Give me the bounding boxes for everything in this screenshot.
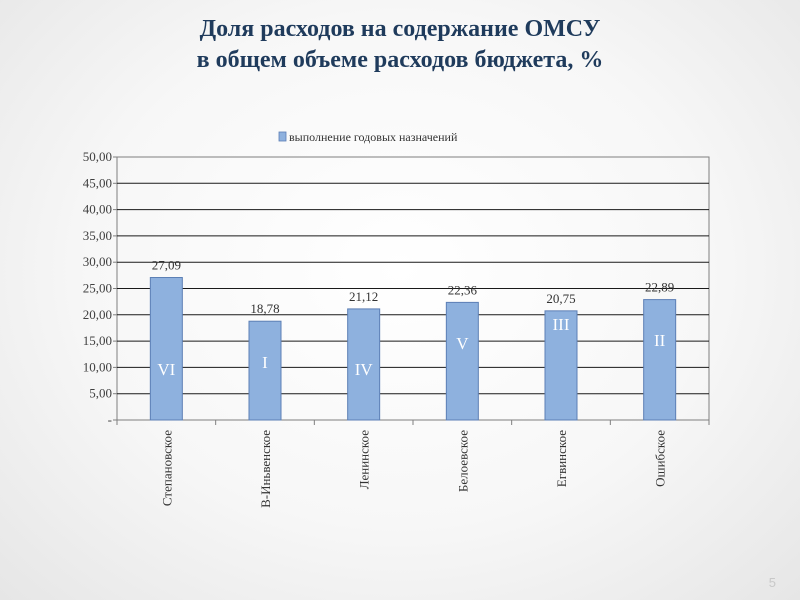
y-tick-label: 35,00: [83, 228, 112, 243]
y-tick-label: 50,00: [83, 149, 112, 164]
title-line-2: в общем объеме расходов бюджета, %: [196, 47, 604, 73]
y-tick-label: 15,00: [83, 333, 112, 348]
bar: [347, 308, 381, 421]
bar: [544, 310, 578, 421]
y-tick-label: -: [108, 412, 112, 427]
legend-swatch: [278, 131, 287, 142]
y-tick-label: 40,00: [83, 202, 112, 217]
bar-rank-label: I: [262, 353, 268, 372]
title-line-1: Доля расходов на содержание ОМСУ: [199, 16, 601, 42]
y-tick-label: 10,00: [83, 359, 112, 374]
bar: [149, 277, 183, 421]
legend-label: выполнение годовых назначений: [289, 130, 458, 144]
x-category-label: Ошибское: [653, 430, 668, 487]
bar-rank-label: VI: [157, 360, 175, 379]
bar-value-label: 21,12: [349, 289, 378, 304]
x-category-label: Степановское: [159, 430, 174, 506]
y-tick-label: 20,00: [83, 307, 112, 322]
bar: [248, 320, 282, 421]
y-tick-label: 25,00: [83, 281, 112, 296]
bar-rank-label: III: [553, 315, 570, 334]
x-category-label: В-Иньвенское: [258, 430, 273, 508]
slide-title: Доля расходов на содержание ОМСУ в общем…: [0, 14, 800, 76]
x-category-label: Егвинское: [554, 430, 569, 487]
page-number: 5: [768, 575, 776, 590]
x-category-label: Белоевское: [455, 430, 470, 492]
bar-value-label: 18,78: [250, 301, 279, 316]
bar-value-label: 22,89: [645, 280, 674, 295]
y-tick-label: 5,00: [89, 386, 112, 401]
bar: [643, 299, 677, 421]
y-tick-label: 45,00: [83, 175, 112, 190]
bar: [445, 301, 479, 421]
bar-value-label: 27,09: [152, 258, 181, 273]
bar-rank-label: II: [654, 331, 666, 350]
bar-rank-label: IV: [355, 360, 374, 379]
bar-value-label: 22,36: [448, 282, 478, 297]
bar-rank-label: V: [456, 334, 469, 353]
bar-value-label: 20,75: [546, 291, 575, 306]
x-category-label: Ленинское: [357, 430, 372, 489]
y-tick-label: 30,00: [83, 254, 112, 269]
